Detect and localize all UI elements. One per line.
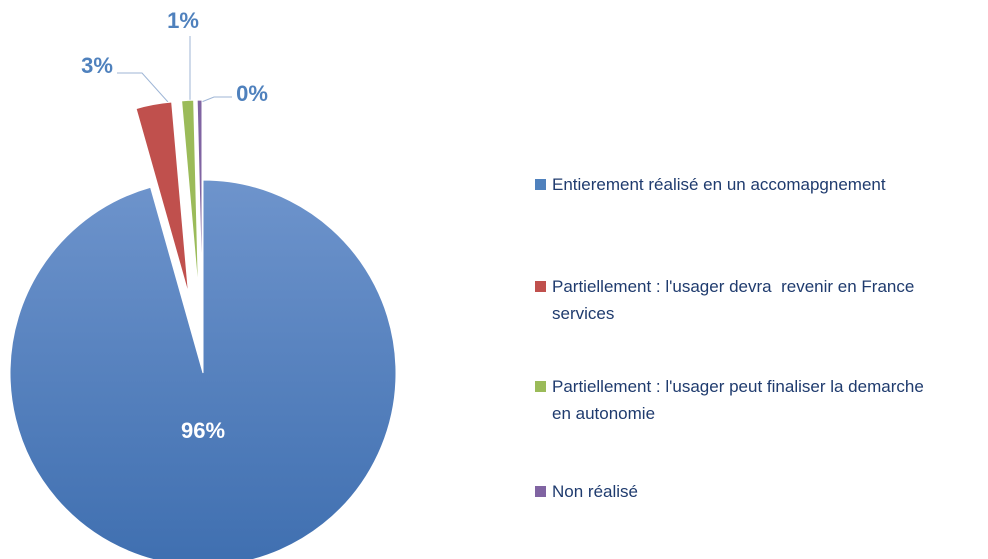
legend-entry: Partiellement : l'usager devra revenir e… bbox=[535, 273, 955, 327]
pie-slice bbox=[9, 179, 397, 559]
data-label: 1% bbox=[167, 8, 199, 33]
legend-swatch bbox=[535, 381, 546, 392]
data-label: 3% bbox=[81, 53, 113, 78]
legend-label: Partiellement : l'usager devra revenir e… bbox=[552, 277, 920, 323]
legend-swatch bbox=[535, 179, 546, 190]
legend-label: Partiellement : l'usager peut finaliser … bbox=[552, 377, 929, 423]
legend-label: Entierement réalisé en un accomapgnement bbox=[552, 175, 886, 194]
legend-swatch bbox=[535, 486, 546, 497]
pie-slice bbox=[181, 99, 199, 294]
legend-label: Non réalisé bbox=[552, 482, 638, 501]
pie-slice bbox=[135, 101, 190, 295]
legend-entry: Entierement réalisé en un accomapgnement bbox=[535, 171, 955, 198]
pie-slice bbox=[196, 99, 203, 294]
legend-entry: Non réalisé bbox=[535, 478, 955, 505]
leader-lines bbox=[117, 36, 232, 104]
legend-entry: Partiellement : l'usager peut finaliser … bbox=[535, 373, 955, 427]
legend-swatch bbox=[535, 281, 546, 292]
data-label: 96% bbox=[181, 418, 225, 443]
data-label: 0% bbox=[236, 81, 268, 106]
